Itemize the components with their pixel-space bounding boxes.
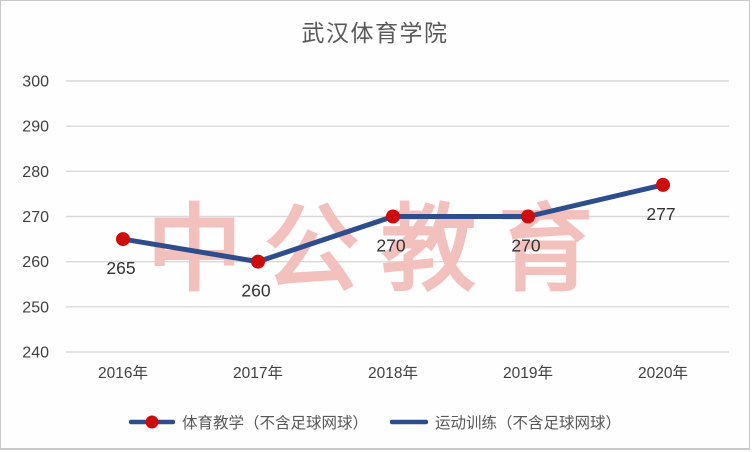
- legend: 体育教学（不含足球网球） 运动训练（不含足球网球）: [1, 406, 749, 438]
- y-axis-tick-label: 270: [22, 209, 49, 226]
- x-axis-tick-label: 2019年: [503, 364, 553, 382]
- legend-line-marker-icon: [128, 415, 175, 429]
- y-axis-tick-label: 260: [22, 254, 49, 271]
- y-axis-tick-label: 250: [22, 299, 49, 316]
- line-chart: 300 290 280 270 260 250 240 2016年 2017年 2018年 2019…: [22, 74, 729, 382]
- data-label: 265: [106, 258, 135, 278]
- legend-item: 运动训练（不含足球网球）: [390, 411, 621, 433]
- y-axis-tick-label: 280: [22, 164, 49, 181]
- x-axis-tick-label: 2020年: [638, 364, 688, 382]
- x-axis-tick-label: 2018年: [368, 364, 418, 382]
- data-point-marker: [521, 209, 535, 224]
- data-point-marker: [251, 254, 265, 269]
- data-point-marker: [656, 177, 670, 192]
- chart-title: 武汉体育学院: [301, 20, 449, 46]
- data-label: 270: [376, 236, 405, 256]
- data-point-marker: [386, 209, 400, 224]
- y-axis-tick-label: 300: [22, 74, 49, 91]
- data-point-marker: [116, 232, 130, 247]
- x-axis-tick-label: 2016年: [98, 364, 148, 382]
- data-label: 270: [511, 236, 540, 256]
- legend-line-icon: [390, 419, 428, 425]
- y-axis-tick-label: 240: [22, 345, 49, 362]
- data-label: 277: [646, 204, 675, 224]
- legend-label: 体育教学（不含足球网球）: [181, 415, 368, 432]
- legend-item: 体育教学（不含足球网球）: [128, 411, 368, 433]
- data-label: 260: [241, 281, 270, 301]
- legend-label: 运动训练（不含足球网球）: [435, 415, 622, 432]
- x-axis-tick-label: 2017年: [233, 364, 283, 382]
- y-axis-tick-label: 290: [22, 119, 49, 136]
